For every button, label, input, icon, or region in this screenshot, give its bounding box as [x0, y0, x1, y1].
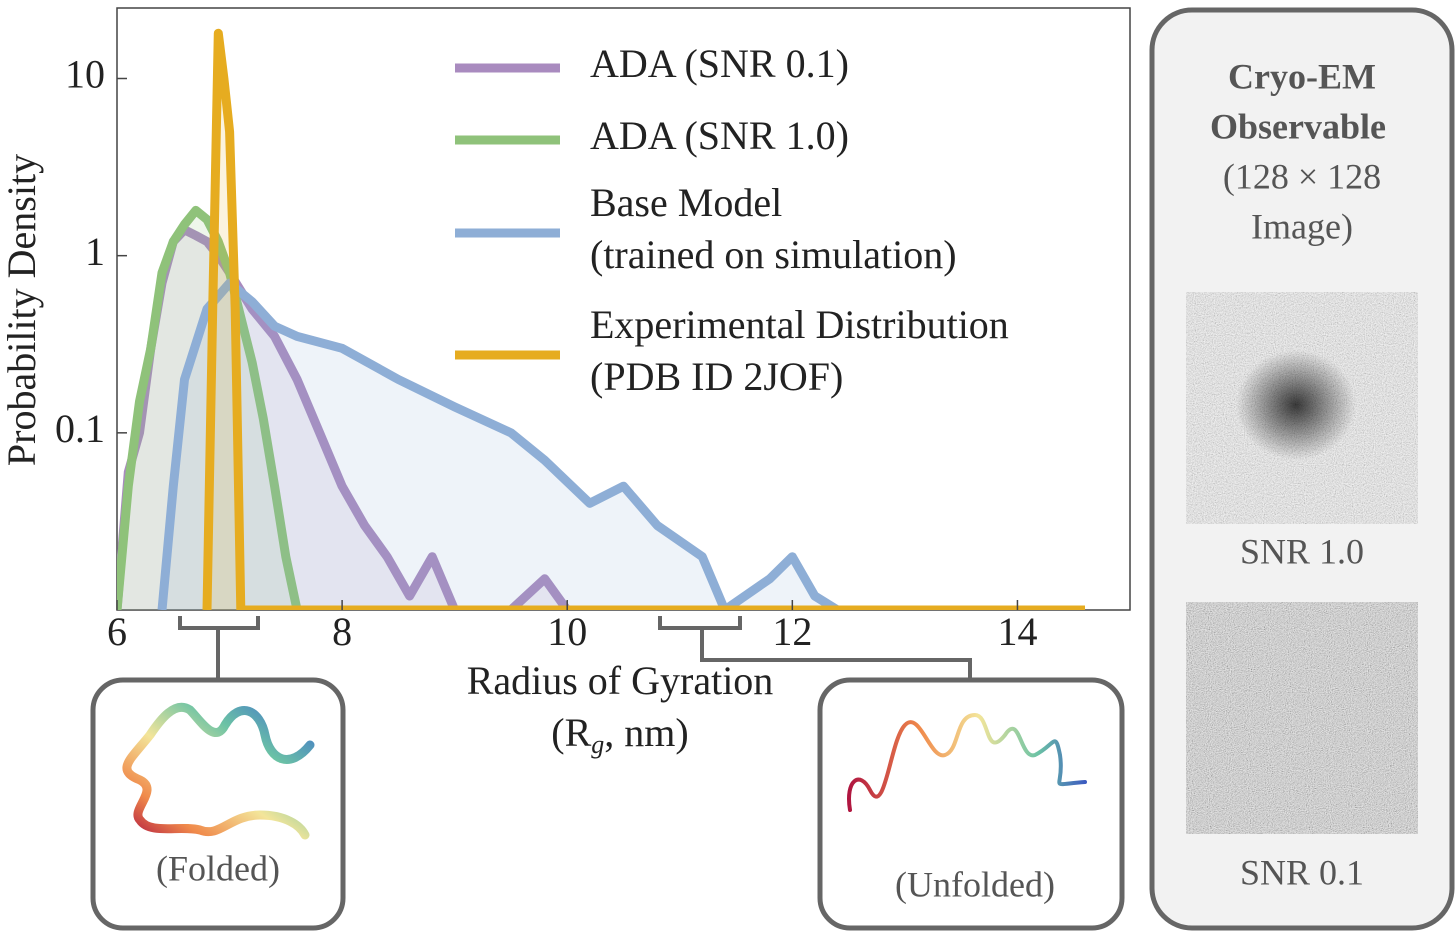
plot-area	[117, 28, 1085, 610]
side-title: Observable	[1210, 106, 1386, 146]
series-line	[117, 205, 302, 610]
x-tick-label: 10	[547, 609, 587, 654]
cryo-image-density	[1236, 350, 1356, 460]
series-line	[202, 28, 1085, 610]
unfolded-protein	[847, 712, 1087, 812]
x-tick-label: 14	[997, 609, 1037, 654]
x-tick-label: 8	[332, 609, 352, 654]
folded-inset	[90, 677, 346, 931]
brackets	[178, 616, 972, 680]
legend: ADA (SNR 0.1) ADA (SNR 1.0) Base Model (tra…	[455, 41, 1009, 399]
x-axis-label-part: (R	[551, 710, 591, 755]
unfolded-bracket	[658, 616, 972, 680]
legend-label: Experimental Distribution (PDB ID 2JOF)	[590, 302, 1009, 399]
x-axis-label: Radius of Gyration	[467, 658, 774, 703]
y-tick-label: 1	[85, 229, 105, 274]
inset-label: (Folded)	[156, 848, 280, 888]
folded-protein	[122, 703, 315, 840]
legend-label: Base Model (trained on simulation)	[590, 180, 957, 277]
y-tick-label: 0.1	[55, 406, 105, 451]
x-axis-label-part: , nm)	[604, 710, 688, 755]
image-label: SNR 0.1	[1240, 852, 1364, 892]
area	[162, 283, 860, 610]
y-tick-label: 10	[65, 52, 105, 97]
x-tick-label: 6	[107, 609, 127, 654]
area	[117, 229, 568, 610]
cryo-image	[1186, 602, 1418, 834]
x-axis-label-sub: g	[591, 730, 604, 759]
legend-label: ADA (SNR 1.0)	[590, 113, 849, 158]
image-label: SNR 1.0	[1240, 531, 1364, 571]
x-tick-label: 12	[772, 609, 812, 654]
side-subtitle: Image)	[1251, 206, 1353, 246]
series-line	[157, 278, 860, 610]
inset-label: (Unfolded)	[895, 864, 1055, 904]
side-title: Cryo-EM	[1228, 56, 1376, 96]
legend-label: ADA (SNR 0.1)	[590, 41, 849, 86]
folded-bracket	[178, 616, 260, 680]
x-axis-label: (Rg, nm)	[551, 710, 688, 759]
axes: 6 8 10 12 14 10 1 0.1	[55, 52, 1037, 655]
side-subtitle: (128 × 128	[1223, 156, 1381, 196]
y-axis-label: Probability Density	[0, 154, 44, 466]
